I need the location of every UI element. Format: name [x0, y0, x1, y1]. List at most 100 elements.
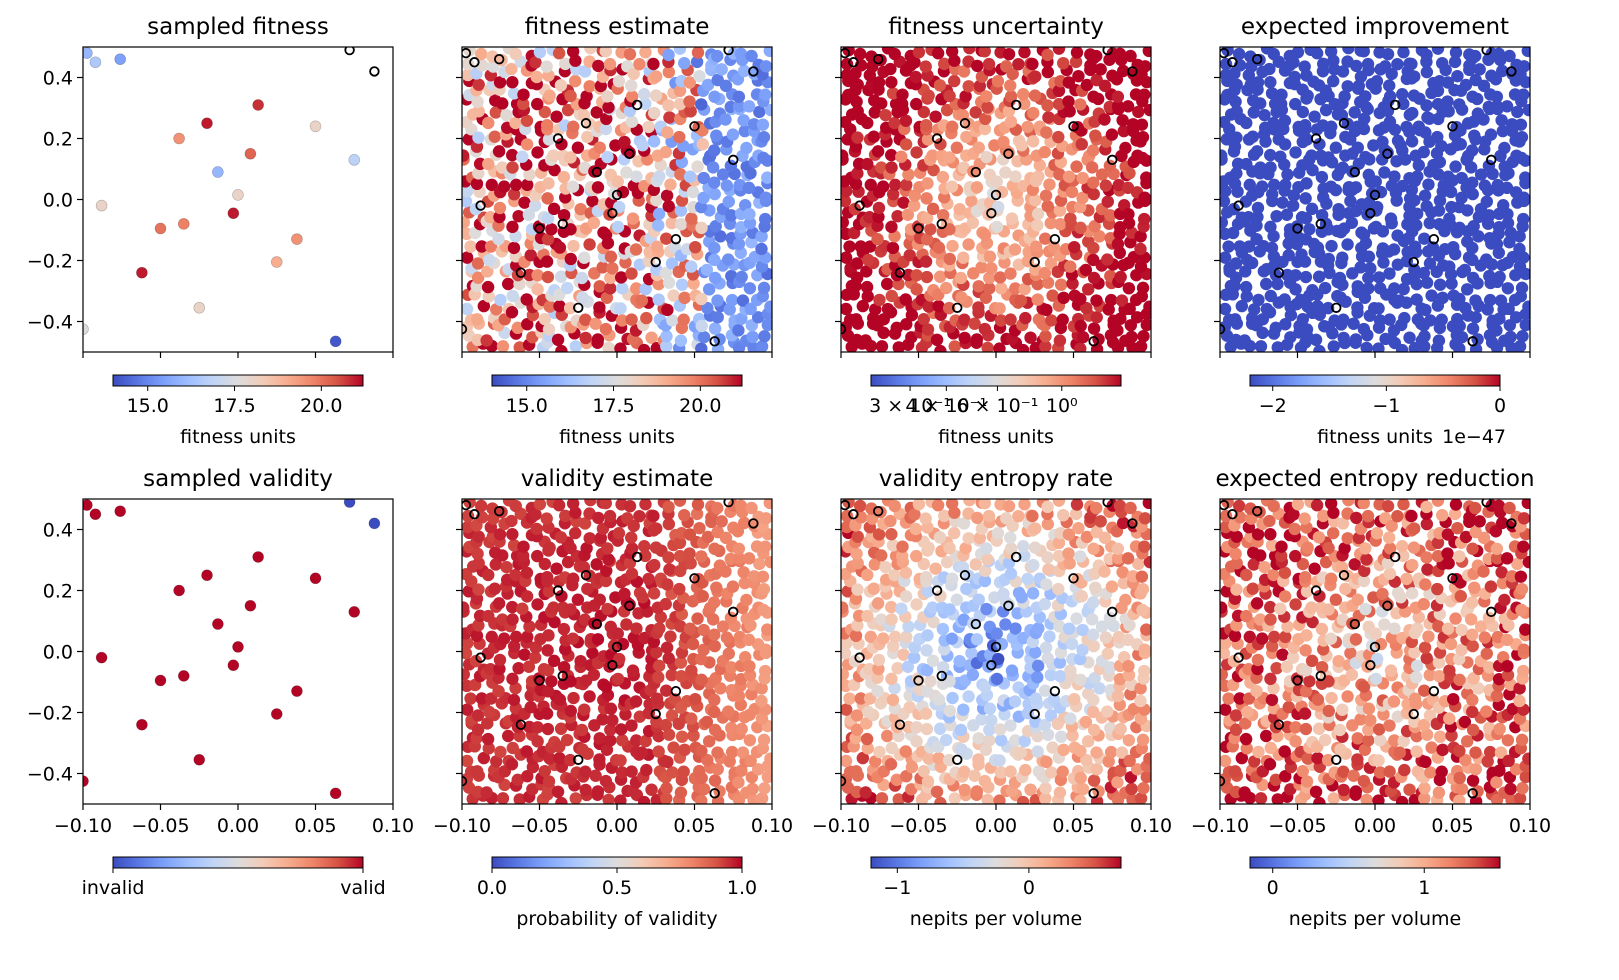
estimate-point [1420, 200, 1433, 213]
estimate-point [931, 47, 945, 60]
estimate-point [614, 754, 627, 767]
estimate-point [1312, 270, 1326, 283]
estimate-point [1267, 630, 1281, 644]
estimate-point [864, 630, 877, 644]
estimate-point [1501, 282, 1515, 295]
estimate-point [1408, 70, 1421, 83]
estimate-point [942, 753, 956, 767]
estimate-point [936, 622, 950, 636]
estimate-point [955, 743, 968, 756]
estimate-point [1484, 128, 1498, 141]
estimate-point [1501, 207, 1514, 221]
estimate-point [690, 507, 704, 521]
estimate-point [1125, 330, 1138, 344]
estimate-point [1090, 501, 1103, 515]
estimate-point [884, 514, 897, 528]
estimate-point [505, 306, 519, 319]
estimate-point [673, 549, 687, 563]
estimate-point [1351, 753, 1364, 766]
estimate-point [761, 171, 772, 184]
estimate-point [1087, 542, 1100, 555]
estimate-point [547, 601, 560, 614]
estimate-point [999, 618, 1012, 631]
estimate-point [1362, 723, 1375, 737]
estimate-point [482, 157, 495, 171]
estimate-point [1255, 632, 1269, 645]
estimate-point [1442, 557, 1455, 570]
estimate-point [652, 219, 665, 232]
estimate-point [540, 707, 554, 720]
estimate-point [1126, 570, 1140, 583]
estimate-point [1019, 311, 1032, 325]
estimate-point [885, 672, 898, 686]
estimate-point [1466, 723, 1480, 737]
estimate-point [1347, 317, 1360, 330]
estimate-point [895, 97, 909, 111]
estimate-point [606, 262, 619, 275]
estimate-point [568, 74, 582, 88]
estimate-point [861, 157, 874, 171]
estimate-point [1299, 664, 1313, 677]
estimate-point [716, 168, 730, 181]
estimate-point [1220, 647, 1231, 660]
sample-marker [990, 641, 1002, 653]
estimate-point [1400, 572, 1413, 586]
estimate-point [1121, 552, 1135, 565]
estimate-point [860, 265, 873, 278]
estimate-point [507, 241, 521, 255]
estimate-point [483, 705, 496, 719]
estimate-point [471, 723, 485, 736]
estimate-point [735, 312, 748, 325]
estimate-point [1057, 508, 1070, 522]
estimate-point [516, 549, 530, 563]
estimate-point [506, 289, 519, 303]
estimate-point [652, 745, 665, 758]
estimate-point [843, 240, 856, 253]
estimate-point [891, 209, 904, 223]
estimate-point [1418, 684, 1431, 697]
estimate-point [1284, 331, 1297, 344]
estimate-point [851, 619, 864, 632]
estimate-point [1028, 541, 1042, 554]
estimate-point [1220, 195, 1231, 208]
estimate-point [732, 324, 745, 337]
estimate-point [1345, 668, 1359, 681]
estimate-point [1029, 692, 1043, 705]
estimate-point [1305, 654, 1319, 668]
estimate-point [496, 97, 509, 110]
estimate-point [732, 689, 746, 703]
estimate-point [871, 597, 885, 610]
estimate-point [841, 754, 853, 768]
estimate-point [593, 593, 606, 606]
estimate-point [695, 292, 708, 306]
estimate-point [993, 302, 1006, 315]
estimate-point [1040, 126, 1053, 139]
estimate-point [590, 558, 603, 571]
estimate-point [1229, 723, 1243, 736]
estimate-point [1298, 707, 1312, 720]
estimate-point [1447, 240, 1460, 254]
estimate-point [650, 263, 663, 276]
estimate-point [745, 501, 758, 515]
estimate-point [732, 776, 745, 789]
estimate-point [1092, 333, 1105, 346]
estimate-point [574, 202, 587, 216]
estimate-point [1311, 693, 1325, 706]
estimate-point [660, 232, 673, 245]
sample-marker [894, 267, 906, 278]
estimate-point [861, 290, 874, 303]
estimate-point [540, 571, 554, 584]
estimate-point [1227, 202, 1241, 216]
estimate-point [623, 47, 637, 61]
estimate-point [1383, 90, 1397, 103]
estimate-point [1408, 522, 1421, 535]
estimate-point [759, 191, 772, 204]
estimate-point [482, 568, 495, 582]
estimate-point [1087, 241, 1100, 255]
estimate-point [761, 770, 772, 784]
estimate-point [1299, 644, 1312, 657]
estimate-point [587, 668, 601, 681]
estimate-point [1418, 189, 1432, 202]
estimate-point [732, 542, 746, 555]
estimate-point [639, 734, 652, 748]
